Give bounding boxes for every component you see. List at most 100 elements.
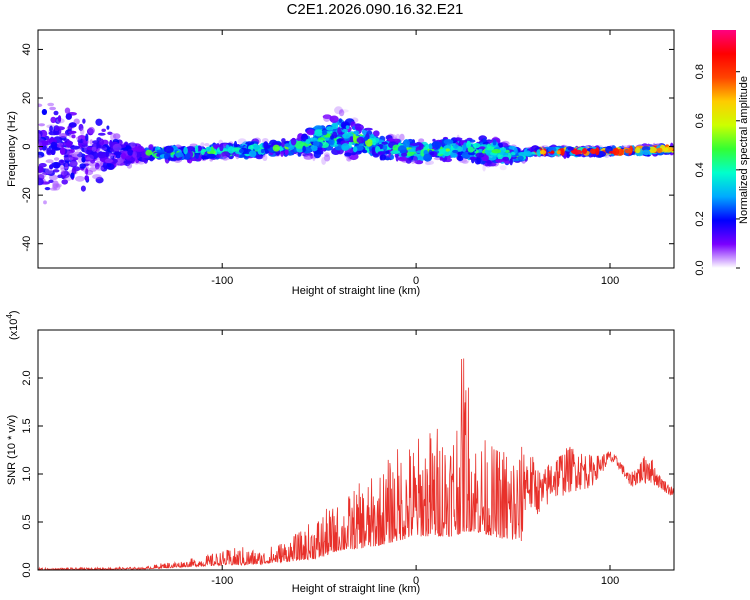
spectrogram-cell [294, 140, 305, 149]
spectrogram-cell [85, 168, 89, 175]
spectrogram-cell [407, 149, 415, 152]
spectrogram-cell [487, 155, 497, 161]
spectrogram-cell [222, 155, 228, 161]
spectrogram-cell [272, 144, 280, 152]
spectrogram-cell [38, 178, 44, 186]
spectrogram-cell [321, 156, 327, 165]
spectrogram-cell [59, 147, 66, 155]
spectrogram-cell [141, 157, 145, 163]
spectrogram-cell [113, 133, 121, 140]
spectrogram-cell [65, 162, 69, 170]
spectrogram-cell [260, 149, 265, 154]
spectrogram-cell [68, 130, 77, 134]
spectrogram-cell [89, 139, 94, 145]
spectrogram-cell [330, 135, 334, 140]
spectrogram-cell [445, 148, 450, 152]
spectrogram-cell [52, 180, 59, 189]
spectrogram-cell [238, 148, 244, 154]
spectrogram-cell [252, 144, 260, 151]
spectrogram-cell [80, 128, 85, 136]
spectrogram-cell [49, 125, 53, 133]
spectrogram-cell [245, 141, 255, 146]
spectrogram-cell [38, 154, 42, 159]
spectrogram-cell [301, 133, 309, 142]
spectrogram-cell [76, 136, 82, 141]
spectrogram-cell [323, 114, 331, 123]
spectrogram-cell [120, 152, 127, 160]
spectrogram-cell [306, 129, 315, 136]
spectrogram-cell [134, 148, 145, 152]
spectrogram-y-tick-label: 0 [21, 144, 33, 150]
spectrogram-cell [431, 141, 442, 149]
snr-multiplier: (x104) [5, 310, 20, 340]
spectrogram-cell [390, 150, 401, 155]
snr-x-tick-label: 0 [413, 575, 419, 587]
spectrogram-cell [39, 142, 43, 149]
spectrogram-cell [200, 142, 205, 147]
spectrogram-cell [50, 116, 57, 124]
spectrogram-cell [221, 151, 231, 158]
spectrogram-cell [53, 130, 60, 135]
spectrogram-cell [475, 152, 485, 158]
colorbar-label: Normalized spectral amplitude [738, 76, 750, 224]
spectrogram-cell [339, 109, 349, 113]
snr-x-label: Height of straight line (km) [292, 583, 420, 595]
spectrogram-x-tick-label: 0 [413, 275, 419, 287]
spectrogram-cell [380, 154, 387, 161]
spectrogram-cell [381, 141, 389, 145]
spectrogram-cell [492, 139, 497, 146]
spectrogram-cell [263, 141, 269, 149]
spectrogram-cell [38, 171, 47, 179]
spectrogram-cell [262, 154, 268, 161]
spectrogram-cell [417, 155, 424, 160]
snr-y-tick-label: 0.5 [21, 514, 33, 529]
spectrogram-cell [371, 146, 376, 154]
spectrogram-cell [195, 153, 199, 159]
spectrogram-cell [418, 138, 425, 143]
spectrogram-cell [105, 151, 110, 158]
spectrogram-cell [52, 183, 61, 191]
spectrogram-cell [205, 146, 212, 152]
spectrogram-cell [433, 157, 442, 161]
spectrogram-cell [104, 158, 113, 164]
spectrogram-cell [48, 179, 54, 183]
spectrogram-cell [305, 139, 311, 145]
spectrogram-cell [352, 134, 357, 142]
spectrogram-cell [354, 124, 364, 131]
spectrogram-cell [310, 144, 318, 152]
spectrogram-cell [303, 155, 313, 160]
spectrogram-cell [61, 179, 68, 185]
spectrogram-cell [302, 145, 306, 153]
snr-axes: -100 0 100 0.0 0.5 1.0 1.5 2.0 [21, 330, 674, 587]
spectrogram-cell [556, 150, 562, 155]
spectrogram-cell [69, 156, 79, 161]
spectrogram-cell [302, 153, 309, 157]
spectrogram-cell [560, 147, 565, 156]
spectrogram-cell [487, 143, 491, 149]
spectrogram-y-label: Frequency (Hz) [6, 111, 18, 187]
spectrogram-cell [233, 140, 238, 149]
spectrogram-cell [414, 159, 424, 165]
spectrogram-cell [110, 132, 117, 141]
spectrogram-cell [324, 152, 330, 157]
spectrogram-cell [329, 115, 339, 123]
spectrogram-cell [469, 156, 477, 160]
snr-x-tick-label: -100 [211, 575, 233, 587]
spectrogram-cell [99, 138, 104, 146]
spectrogram-cell [109, 139, 113, 148]
snr-y-tick-label: 1.5 [21, 418, 33, 433]
snr-y-tick-label: 1.0 [21, 466, 33, 481]
spectrogram-cell [79, 163, 86, 169]
spectrogram-cell [95, 166, 105, 171]
spectrogram-cell [70, 145, 80, 150]
spectrogram-cell [59, 133, 68, 138]
spectrogram-cell [97, 145, 106, 149]
spectrogram-cell [94, 162, 100, 170]
spectrogram-cell [69, 148, 75, 154]
snr-y-label: SNR (10 * v/v) [6, 415, 18, 485]
spectrogram-cell [284, 143, 291, 148]
spectrogram-cell [656, 147, 663, 153]
spectrogram-cell [337, 126, 342, 135]
spectrogram-cell [399, 149, 407, 154]
spectrogram-cell [314, 125, 323, 130]
